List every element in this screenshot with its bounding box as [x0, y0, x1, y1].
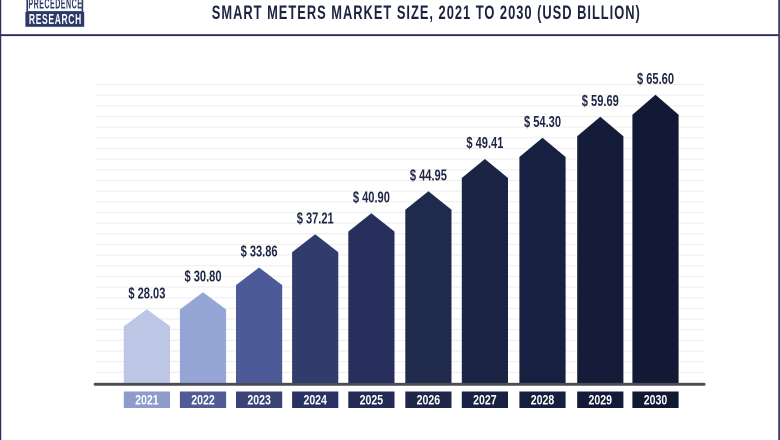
svg-text:2025: 2025: [360, 393, 384, 408]
svg-text:$ 44.95: $ 44.95: [410, 167, 447, 184]
svg-text:$ 65.60: $ 65.60: [637, 71, 674, 88]
svg-text:2021: 2021: [135, 393, 159, 408]
svg-text:2026: 2026: [417, 393, 441, 408]
svg-text:$ 40.90: $ 40.90: [353, 189, 390, 206]
svg-text:2022: 2022: [191, 393, 215, 408]
svg-text:$ 49.41: $ 49.41: [466, 135, 503, 152]
svg-text:2023: 2023: [247, 393, 271, 408]
svg-text:2027: 2027: [473, 393, 497, 408]
svg-text:$ 33.86: $ 33.86: [241, 244, 278, 261]
svg-text:2030: 2030: [644, 393, 668, 408]
svg-text:RESEARCH: RESEARCH: [29, 11, 82, 28]
svg-text:$ 54.30: $ 54.30: [524, 114, 561, 131]
svg-text:2024: 2024: [303, 393, 327, 408]
svg-text:2029: 2029: [589, 393, 613, 408]
svg-text:$ 59.69: $ 59.69: [582, 93, 619, 110]
svg-text:$ 37.21: $ 37.21: [297, 210, 334, 227]
svg-text:$ 30.80: $ 30.80: [185, 268, 222, 285]
svg-text:2028: 2028: [531, 393, 555, 408]
svg-text:SMART METERS MARKET SIZE, 2021: SMART METERS MARKET SIZE, 2021 TO 2030 (…: [212, 2, 641, 24]
svg-text:PRECEDENCE: PRECEDENCE: [28, 0, 82, 13]
svg-text:$ 28.03: $ 28.03: [128, 285, 165, 302]
